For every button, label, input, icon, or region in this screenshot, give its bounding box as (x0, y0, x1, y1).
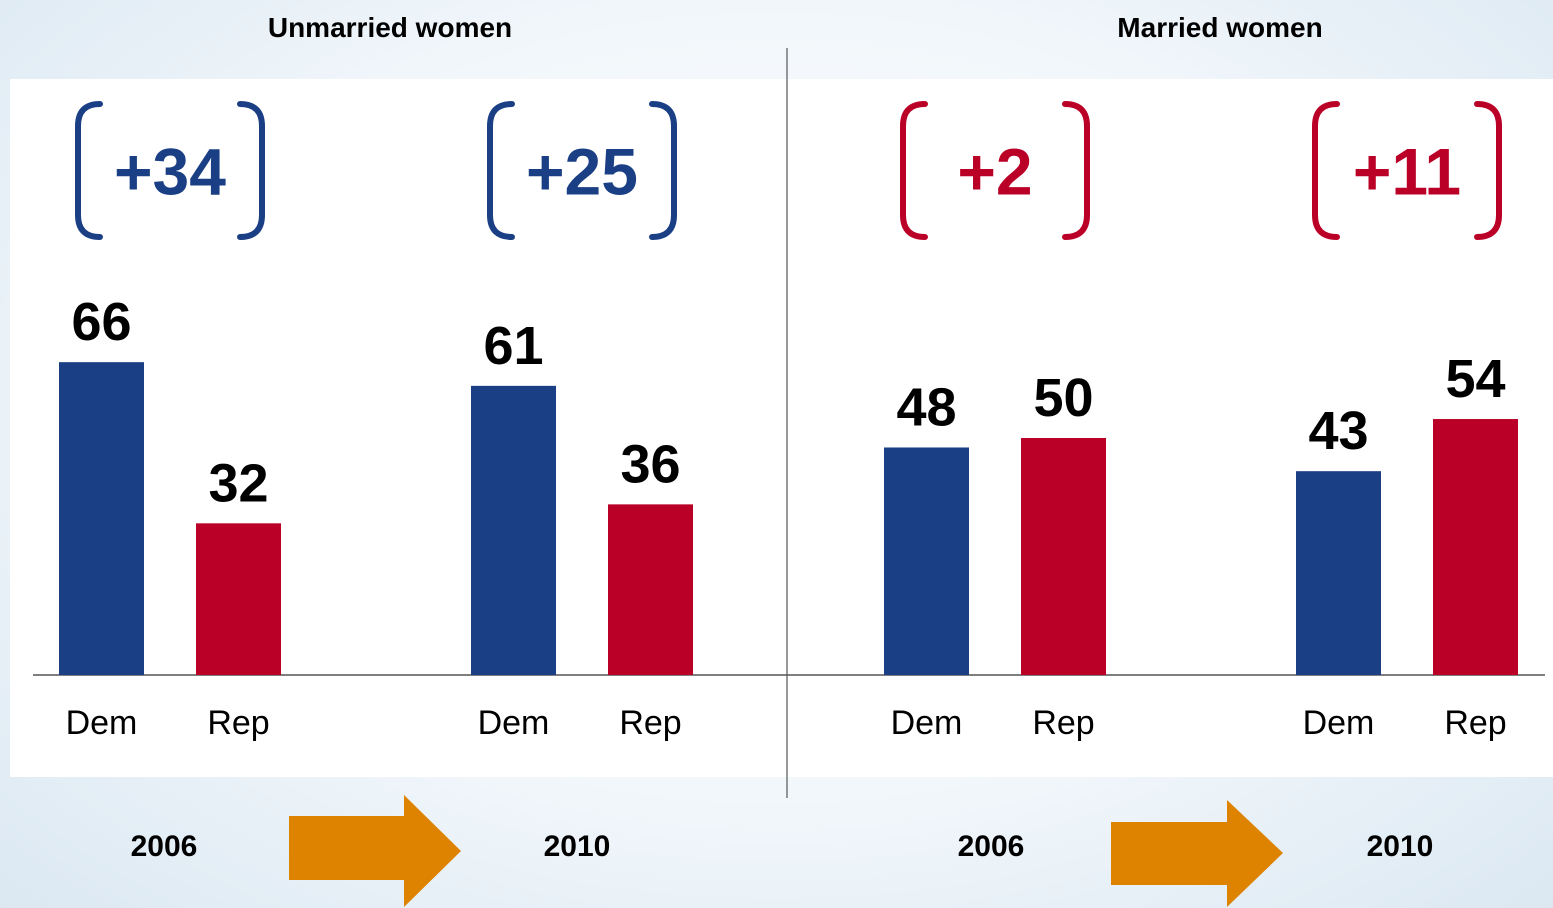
category-label: Rep (207, 704, 269, 742)
bar-rep (196, 523, 281, 675)
bar-dem (1296, 471, 1381, 675)
panel-title-married: Married women (1117, 12, 1322, 43)
panel-title-unmarried: Unmarried women (268, 12, 512, 43)
data-label: 61 (483, 316, 543, 376)
margin-label: +25 (526, 135, 638, 209)
margin-label: +34 (114, 135, 226, 209)
left-bracket-icon (900, 101, 928, 240)
margin-label: +11 (1353, 135, 1461, 209)
right-bracket-icon (1474, 101, 1502, 240)
right-arrow-icon (289, 795, 461, 907)
category-label: Dem (891, 704, 963, 742)
left-bracket-icon (75, 101, 103, 240)
data-label: 36 (620, 434, 680, 494)
category-label: Rep (619, 704, 681, 742)
year-label-unmarried-2010: 2010 (544, 830, 611, 863)
bar-rep (608, 504, 693, 675)
data-label: 50 (1033, 368, 1093, 428)
margin-label: +2 (957, 135, 1032, 209)
left-bracket-icon (487, 101, 515, 240)
right-bracket-icon (649, 101, 677, 240)
year-label-married-2010: 2010 (1367, 830, 1434, 863)
bar-dem (884, 447, 969, 675)
data-label: 54 (1445, 349, 1505, 409)
category-label: Rep (1032, 704, 1094, 742)
data-label: 32 (208, 453, 268, 513)
data-label: 66 (71, 292, 131, 352)
category-label: Dem (66, 704, 138, 742)
category-label: Rep (1444, 704, 1506, 742)
left-bracket-icon (1312, 101, 1340, 240)
right-arrow-icon (1111, 800, 1283, 907)
category-label: Dem (478, 704, 550, 742)
bar-dem (59, 362, 144, 675)
right-bracket-icon (237, 101, 265, 240)
year-label-unmarried-2006: 2006 (131, 830, 198, 863)
chart-marks: 66 Dem 32 Rep +34 61 Dem 36 Rep +25 48 Dem 50 Rep +2 43… (59, 101, 1518, 742)
bar-rep (1433, 419, 1518, 675)
data-label: 48 (896, 377, 956, 437)
bar-rep (1021, 438, 1106, 675)
category-label: Dem (1303, 704, 1375, 742)
right-bracket-icon (1062, 101, 1090, 240)
data-label: 43 (1308, 401, 1368, 461)
bar-dem (471, 385, 556, 675)
year-label-married-2006: 2006 (958, 830, 1025, 863)
